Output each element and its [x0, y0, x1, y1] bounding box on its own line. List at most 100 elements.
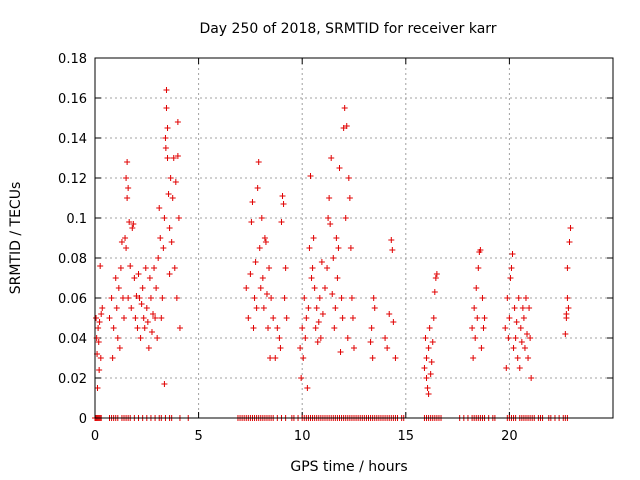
data-point: [252, 259, 259, 265]
data-point: [144, 319, 151, 325]
data-point: [157, 235, 164, 241]
data-point: [139, 285, 146, 291]
data-point: [133, 293, 140, 299]
data-point: [473, 285, 480, 291]
data-point: [282, 265, 289, 271]
data-point: [518, 339, 525, 345]
data-point: [384, 345, 391, 351]
data-point: [334, 275, 341, 281]
data-point: [527, 335, 534, 341]
data-point: [516, 365, 523, 371]
data-point: [169, 195, 176, 201]
data-point: [429, 339, 436, 345]
data-point: [176, 325, 183, 331]
data-point: [330, 255, 337, 261]
data-point: [266, 265, 273, 271]
data-point: [248, 219, 255, 225]
data-point: [109, 355, 116, 361]
data-point: [344, 335, 351, 341]
data-point: [474, 315, 481, 321]
y-axis-label: SRMTID / TECUs: [8, 182, 24, 295]
data-point: [368, 325, 375, 331]
data-point: [247, 271, 254, 277]
data-point: [148, 329, 155, 335]
data-point: [254, 185, 261, 191]
data-point: [316, 295, 323, 301]
data-point: [382, 335, 389, 341]
data-point: [259, 275, 266, 281]
data-point: [388, 237, 395, 243]
y-tick-label: 0.12: [58, 172, 87, 187]
data-point: [319, 311, 326, 317]
data-point: [93, 315, 100, 321]
data-point: [135, 271, 142, 277]
data-point: [283, 315, 290, 321]
data-point: [272, 355, 279, 361]
data-point: [164, 125, 171, 131]
data-point: [152, 315, 159, 321]
data-point: [279, 193, 286, 199]
data-point: [263, 291, 270, 297]
data-point: [510, 345, 517, 351]
data-point: [138, 301, 145, 307]
data-point: [257, 285, 264, 291]
data-point: [349, 315, 356, 321]
y-tick-label: 0: [79, 412, 87, 427]
data-point: [125, 185, 132, 191]
data-point: [146, 275, 153, 281]
data-point: [249, 199, 256, 205]
data-point: [470, 355, 477, 361]
x-tick-label: 0: [91, 429, 99, 444]
data-point: [256, 245, 263, 251]
x-tick-label: 5: [194, 429, 202, 444]
data-point: [430, 315, 437, 321]
data-point: [506, 315, 513, 321]
data-point: [522, 295, 529, 301]
data-point: [116, 345, 123, 351]
data-point: [386, 311, 393, 317]
data-point: [95, 325, 102, 331]
data-point: [130, 221, 137, 227]
data-point: [564, 265, 571, 271]
data-point: [509, 251, 516, 257]
data-point: [502, 325, 509, 331]
chart-title: Day 250 of 2018, SRMTID for receiver kar…: [199, 21, 496, 37]
data-point: [145, 345, 152, 351]
data-point: [433, 271, 440, 277]
data-point: [311, 285, 318, 291]
data-point: [312, 325, 319, 331]
data-point: [127, 263, 134, 269]
data-point: [174, 119, 181, 125]
data-point: [428, 359, 435, 365]
data-point: [424, 385, 431, 391]
y-tick-labels: 0 0.02 0.04 0.06 0.08 0.1 0.12 0.14 0.16 0.18: [58, 52, 87, 427]
data-point: [507, 275, 514, 281]
data-point: [173, 295, 180, 301]
data-point: [154, 335, 161, 341]
data-point: [508, 265, 515, 271]
data-point: [346, 195, 353, 201]
data-point: [112, 275, 119, 281]
y-tick-label: 0.02: [58, 372, 87, 387]
data-point: [371, 305, 378, 311]
data-point: [309, 265, 316, 271]
data-point: [567, 225, 574, 231]
data-point: [337, 349, 344, 355]
data-point: [123, 175, 130, 181]
data-point: [143, 305, 150, 311]
plot-frame: [94, 57, 614, 419]
data-point: [511, 305, 518, 311]
data-point: [160, 245, 167, 251]
data-point: [122, 235, 129, 241]
data-point: [422, 335, 429, 341]
data-point: [338, 295, 345, 301]
data-point: [150, 311, 157, 317]
data-point: [167, 175, 174, 181]
data-point: [142, 265, 149, 271]
data-point: [297, 345, 304, 351]
data-point: [307, 173, 314, 179]
data-point: [336, 165, 343, 171]
data-point: [526, 305, 533, 311]
data-point: [156, 205, 163, 211]
